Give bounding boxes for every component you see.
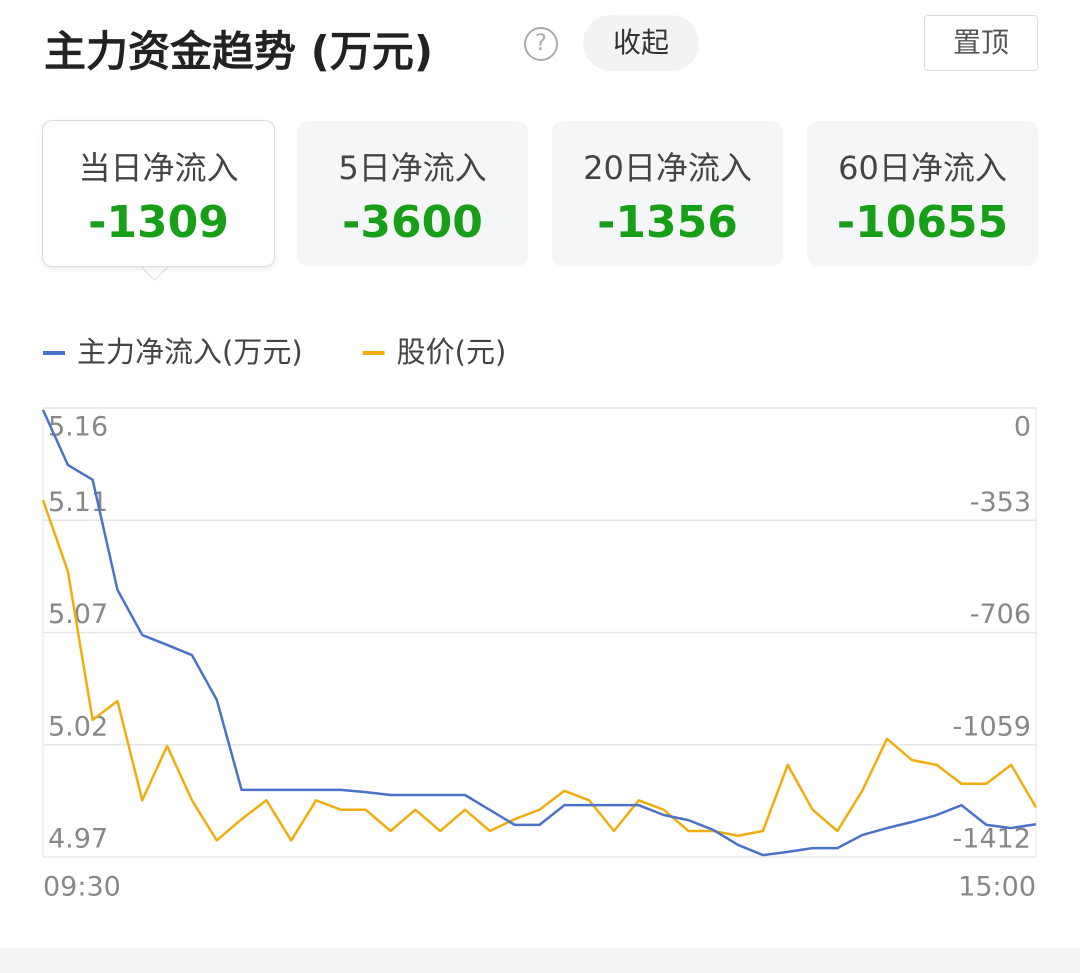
card[interactable]: 20日净流入 -1356 xyxy=(552,121,783,266)
y2-tick-label: -706 xyxy=(970,599,1031,630)
series-line xyxy=(41,409,1037,857)
legend-label: 主力净流入(万元) xyxy=(77,335,303,369)
x-tick-label: 15:00 xyxy=(958,872,1036,903)
pin-button[interactable]: 置顶 xyxy=(924,15,1038,71)
help-icon[interactable]: ? xyxy=(524,27,558,61)
card-value: -1309 xyxy=(88,197,229,248)
chart: 主力净流入(万元) 股价(元)5.165.115.075.024.970-353-… xyxy=(41,335,1038,903)
y-tick-label: 5.07 xyxy=(48,599,108,630)
series-line xyxy=(41,499,1038,842)
y-tick-label: 4.97 xyxy=(48,824,108,855)
legend-label: 股价(元) xyxy=(397,335,507,369)
card-label: 60日净流入 xyxy=(838,149,1007,187)
card-value: -1356 xyxy=(597,197,738,248)
collapse-button[interactable]: 收起 xyxy=(583,15,699,71)
y-tick-label: 5.16 xyxy=(48,412,108,443)
y2-tick-label: -1059 xyxy=(953,711,1031,742)
x-tick-label: 09:30 xyxy=(43,872,121,903)
y2-tick-label: -1412 xyxy=(953,824,1031,855)
card-label: 20日净流入 xyxy=(583,149,752,187)
card-label: 当日净流入 xyxy=(78,149,239,187)
card-value: -3600 xyxy=(342,197,483,248)
card-label: 5日净流入 xyxy=(338,149,487,187)
y2-tick-label: 0 xyxy=(1014,412,1031,443)
card-value: -10655 xyxy=(836,197,1009,248)
card[interactable]: 60日净流入 -10655 xyxy=(807,121,1038,266)
y2-tick-label: -353 xyxy=(970,487,1031,518)
title: 主力资金趋势 (万元) xyxy=(44,27,434,76)
footer-strip xyxy=(0,948,1080,973)
card[interactable]: 当日净流入 -1309 xyxy=(42,120,275,267)
card[interactable]: 5日净流入 -3600 xyxy=(297,121,528,266)
